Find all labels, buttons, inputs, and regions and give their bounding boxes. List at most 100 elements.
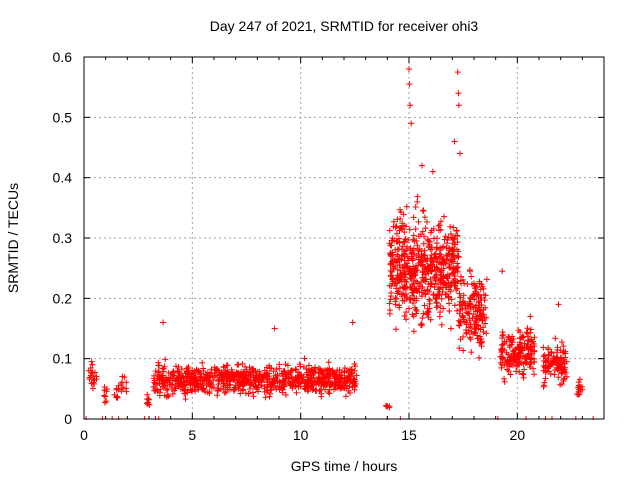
data-point [332,383,339,390]
data-point [176,377,183,384]
data-point [455,248,462,255]
data-point [524,330,531,337]
data-point [436,222,443,229]
data-point [416,282,423,289]
data-point [311,364,318,371]
data-point [398,278,405,285]
data-point [265,373,272,380]
data-point [315,374,322,381]
data-point [230,374,237,381]
data-point [545,352,552,359]
data-point [285,378,292,385]
data-point [452,232,459,239]
data-point [446,308,453,315]
data-point [542,364,549,371]
data-point [162,356,169,363]
data-point [308,374,315,381]
data-point [402,236,409,243]
data-point [457,336,464,343]
data-point [503,349,510,356]
data-point [200,386,207,393]
data-point [450,224,457,231]
data-point [448,252,455,259]
data-point [165,369,172,376]
data-point [301,355,308,362]
data-point [144,391,151,398]
data-point [262,394,269,401]
data-point [555,301,562,308]
data-point [468,349,475,356]
data-point [430,292,437,299]
data-point [319,372,326,379]
data-point [462,305,469,312]
data-point [460,298,467,305]
data-point [575,379,582,386]
data-point [239,360,246,367]
data-point [503,338,510,345]
data-point [419,283,426,290]
data-point [167,374,174,381]
data-point [400,264,407,271]
data-point [427,283,434,290]
data-point [407,284,414,291]
data-point [527,326,534,333]
data-point [426,264,433,271]
data-point [325,389,332,396]
data-point [252,377,259,384]
data-point [226,381,233,388]
data-point [427,316,434,323]
data-point [446,264,453,271]
data-point [527,313,534,320]
data-point [447,231,454,238]
data-point [553,349,560,356]
data-point [401,239,408,246]
data-point [463,321,470,328]
data-point [403,291,410,298]
data-point [475,335,482,342]
data-point [192,381,199,388]
data-point [401,257,408,264]
data-point [453,264,460,271]
data-point [508,337,515,344]
data-point [418,252,425,259]
data-point [422,257,429,264]
data-point [519,333,526,340]
data-point [158,372,165,379]
data-point [481,297,488,304]
data-point [316,376,323,383]
data-point [349,384,356,391]
data-point [499,347,506,354]
data-point [200,365,207,372]
data-point [118,379,125,386]
data-point [177,380,184,387]
data-point [250,369,257,376]
data-point [393,296,400,303]
data-point [347,379,354,386]
data-point [341,374,348,381]
data-point [557,359,564,366]
data-point [433,271,440,278]
data-point [89,361,96,368]
data-point [152,385,159,392]
data-point [426,296,433,303]
data-point [527,360,534,367]
data-point [520,374,527,381]
data-point [399,243,406,250]
data-point [456,301,463,308]
data-point [170,372,177,379]
data-point [504,357,511,364]
data-point [559,380,566,387]
data-point [180,384,187,391]
data-point [578,383,585,390]
data-point [264,387,271,394]
data-point [437,309,444,316]
data-point [422,225,429,232]
data-point [446,245,453,252]
data-point [498,364,505,371]
data-point [558,370,565,377]
data-point [469,293,476,300]
data-point [89,369,96,376]
data-point [403,316,410,323]
data-point [560,343,567,350]
data-point [497,359,504,366]
